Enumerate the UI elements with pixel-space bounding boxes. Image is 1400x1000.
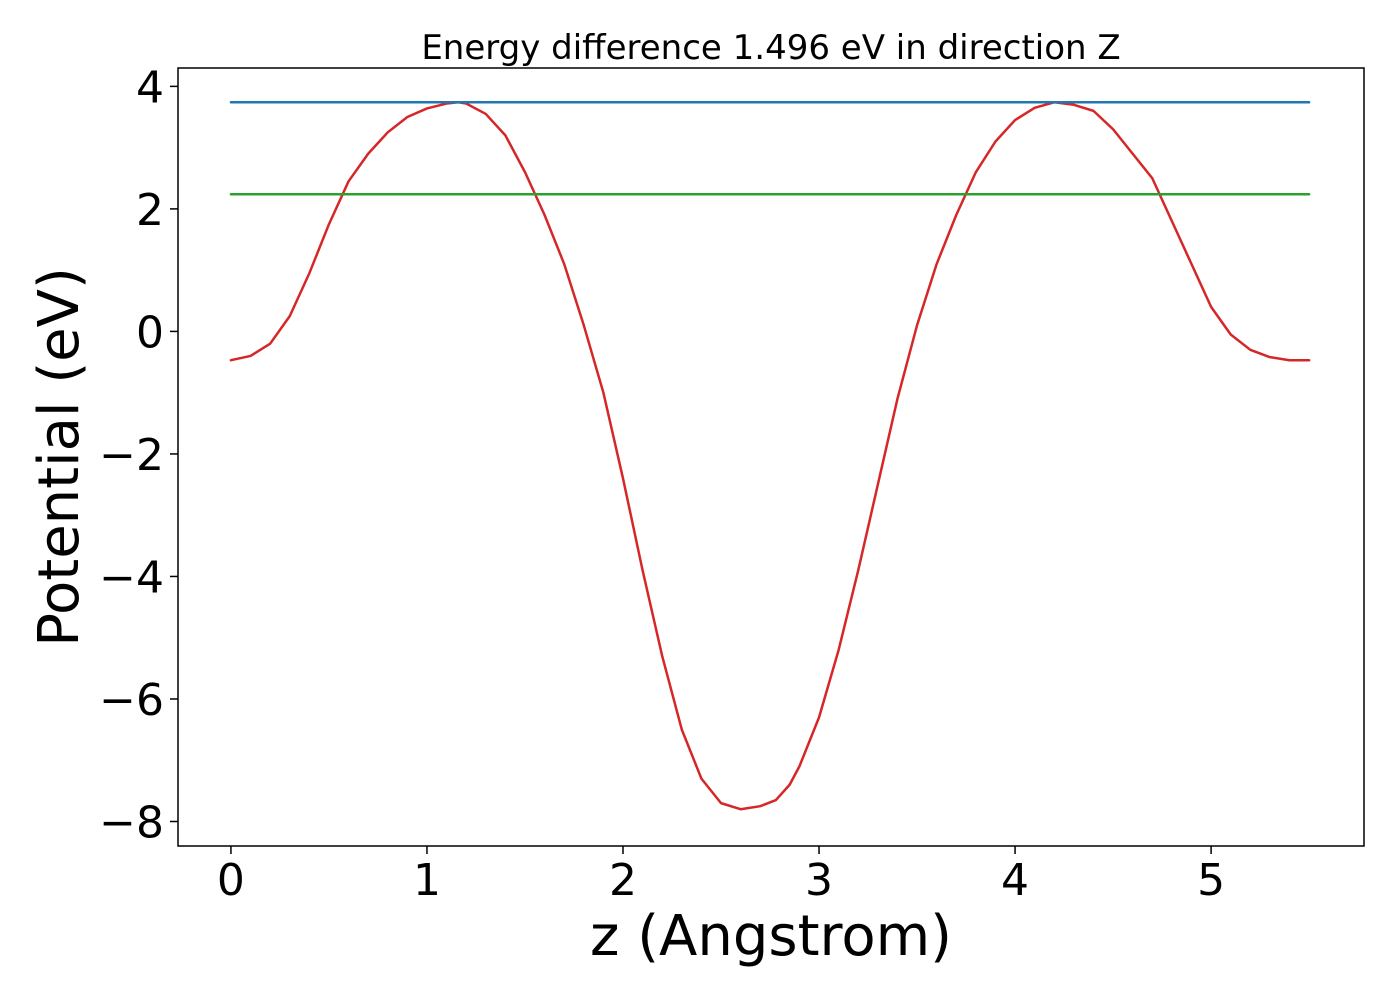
series-line-0 xyxy=(229,101,1311,811)
chart-title: Energy difference 1.496 eV in direction … xyxy=(421,28,1120,68)
series-layer xyxy=(229,101,1311,811)
x-tick-label: 2 xyxy=(609,855,637,906)
y-axis: 4 2 0 −2 −4 −6 −8 xyxy=(99,62,178,848)
plot-area xyxy=(177,67,1365,847)
y-tick-label: 2 xyxy=(136,185,164,236)
y-tick-label: 0 xyxy=(136,307,164,358)
x-tick-label: 5 xyxy=(1197,855,1225,906)
x-axis: 0 1 2 3 4 5 xyxy=(217,846,1225,906)
y-tick-label: −2 xyxy=(99,430,164,481)
y-tick-label: 4 xyxy=(136,62,164,113)
x-tick-label: 3 xyxy=(805,855,833,906)
y-tick-label: −8 xyxy=(99,797,164,848)
x-tick-label: 4 xyxy=(1001,855,1029,906)
x-tick-label: 1 xyxy=(413,855,441,906)
plot-frame xyxy=(177,67,1365,847)
y-tick-label: −4 xyxy=(99,552,164,603)
x-axis-label: z (Angstrom) xyxy=(590,904,952,969)
y-tick-label: −6 xyxy=(99,675,164,726)
x-tick-label: 0 xyxy=(217,855,245,906)
y-axis-label: Potential (eV) xyxy=(27,267,92,647)
